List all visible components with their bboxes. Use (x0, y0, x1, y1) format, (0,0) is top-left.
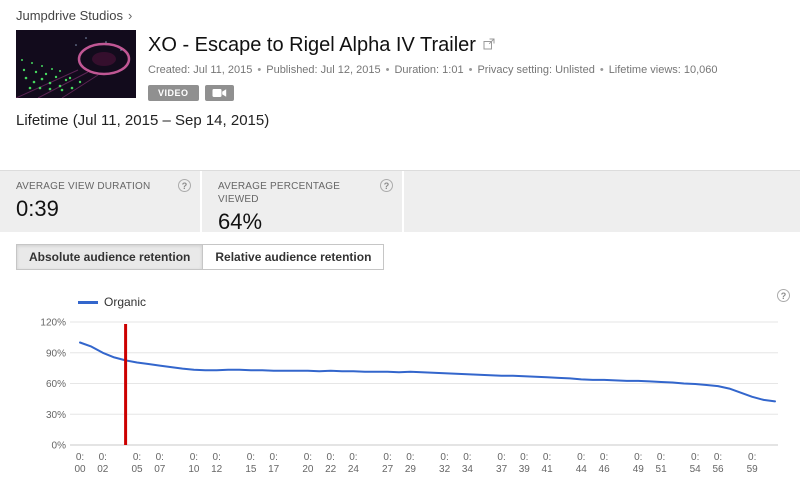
stats-bar: AVERAGE VIEW DURATION ? 0:39 AVERAGE PER… (0, 170, 800, 234)
svg-text:0:: 0: (213, 452, 221, 463)
svg-text:56: 56 (712, 464, 724, 475)
svg-text:05: 05 (131, 464, 143, 475)
svg-text:27: 27 (382, 464, 394, 475)
svg-text:54: 54 (690, 464, 702, 475)
svg-text:0:: 0: (99, 452, 107, 463)
video-thumbnail-art (16, 30, 136, 98)
svg-text:24: 24 (348, 464, 360, 475)
svg-text:49: 49 (633, 464, 645, 475)
date-range-label: Lifetime (Jul 11, 2015 – Sep 14, 2015) (16, 112, 270, 129)
svg-text:0:: 0: (190, 452, 198, 463)
svg-text:0:: 0: (634, 452, 642, 463)
svg-text:0:: 0: (497, 452, 505, 463)
svg-text:0:: 0: (543, 452, 551, 463)
svg-text:34: 34 (462, 464, 474, 475)
svg-text:0:: 0: (520, 452, 528, 463)
svg-text:0:: 0: (691, 452, 699, 463)
svg-text:32: 32 (439, 464, 451, 475)
breadcrumb-channel-link[interactable]: Jumpdrive Studios (16, 8, 123, 23)
svg-text:02: 02 (97, 464, 109, 475)
video-title: XO - Escape to Rigel Alpha IV Trailer (148, 34, 476, 56)
breadcrumb-chevron: › (127, 8, 133, 23)
chart-help-icon[interactable]: ? (777, 289, 790, 302)
help-icon[interactable]: ? (178, 179, 191, 192)
svg-text:51: 51 (656, 464, 668, 475)
svg-text:15: 15 (245, 464, 257, 475)
tab-relative-retention[interactable]: Relative audience retention (202, 244, 385, 270)
video-metadata: Created: Jul 11, 2015 • Published: Jul 12,… (148, 64, 718, 76)
svg-text:0:: 0: (383, 452, 391, 463)
svg-text:39: 39 (519, 464, 531, 475)
svg-text:59: 59 (747, 464, 759, 475)
svg-text:0:: 0: (748, 452, 756, 463)
svg-text:10: 10 (188, 464, 200, 475)
svg-text:0%: 0% (52, 441, 67, 452)
stat-average-percentage-viewed: AVERAGE PERCENTAGE VIEWED ? 64% (202, 171, 402, 234)
video-type-badge: VIDEO (148, 85, 199, 101)
svg-text:0:: 0: (577, 452, 585, 463)
stat-label: AVERAGE PERCENTAGE VIEWED (218, 181, 341, 205)
svg-text:0:: 0: (133, 452, 141, 463)
stat-value: 0:39 (16, 196, 59, 221)
svg-text:0:: 0: (270, 452, 278, 463)
svg-text:29: 29 (405, 464, 417, 475)
badges-row: VIDEO (148, 85, 234, 101)
camera-icon (212, 89, 226, 97)
svg-text:90%: 90% (46, 348, 66, 359)
svg-text:0:: 0: (247, 452, 255, 463)
svg-text:0:: 0: (657, 452, 665, 463)
camera-badge (204, 85, 234, 101)
svg-text:22: 22 (325, 464, 337, 475)
tab-absolute-retention[interactable]: Absolute audience retention (16, 244, 204, 270)
stat-average-view-duration: AVERAGE VIEW DURATION ? 0:39 (0, 171, 200, 232)
external-link-icon[interactable] (483, 38, 495, 50)
legend-line-sample (78, 300, 98, 304)
svg-text:0:: 0: (406, 452, 414, 463)
video-thumbnail[interactable] (16, 30, 136, 98)
svg-text:0:: 0: (304, 452, 312, 463)
svg-text:120%: 120% (40, 318, 66, 329)
svg-text:44: 44 (576, 464, 588, 475)
svg-text:00: 00 (74, 464, 86, 475)
svg-text:0:: 0: (440, 452, 448, 463)
svg-text:0:: 0: (327, 452, 335, 463)
help-icon[interactable]: ? (380, 179, 393, 192)
svg-text:0:: 0: (714, 452, 722, 463)
svg-text:0:: 0: (76, 452, 84, 463)
retention-chart[interactable]: 0%30%60%90%120%0:000:020:050:070:100:120… (0, 310, 800, 486)
svg-text:0:: 0: (156, 452, 164, 463)
breadcrumb: Jumpdrive Studios › (16, 8, 132, 23)
svg-text:41: 41 (542, 464, 554, 475)
legend-label: Organic (104, 295, 147, 309)
svg-text:60%: 60% (46, 379, 66, 390)
svg-text:17: 17 (268, 464, 280, 475)
title-row: XO - Escape to Rigel Alpha IV Trailer (148, 34, 495, 57)
svg-text:37: 37 (496, 464, 508, 475)
svg-text:46: 46 (599, 464, 611, 475)
svg-text:30%: 30% (46, 410, 66, 421)
chart-legend: Organic (78, 295, 146, 309)
svg-text:07: 07 (154, 464, 166, 475)
stat-label: AVERAGE VIEW DURATION (16, 181, 151, 192)
svg-text:20: 20 (302, 464, 314, 475)
svg-text:0:: 0: (349, 452, 357, 463)
retention-tabs: Absolute audience retention Relative aud… (16, 244, 385, 270)
svg-text:0:: 0: (600, 452, 608, 463)
svg-text:0:: 0: (463, 452, 471, 463)
stats-bar-filler (404, 171, 800, 232)
svg-text:12: 12 (211, 464, 223, 475)
stat-value: 64% (218, 209, 263, 234)
